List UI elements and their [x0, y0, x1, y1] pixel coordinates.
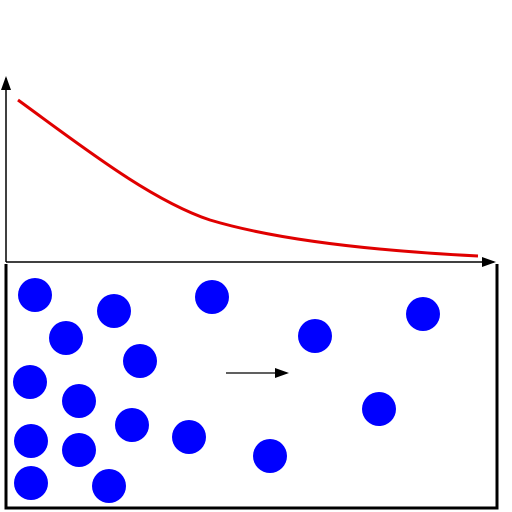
particle	[49, 321, 83, 355]
particle	[14, 466, 48, 500]
particle	[172, 420, 206, 454]
particle	[62, 384, 96, 418]
particle	[18, 278, 52, 312]
particle	[195, 280, 229, 314]
particle	[253, 439, 287, 473]
concentration-curve	[17, 98, 479, 258]
particle	[123, 344, 157, 378]
particle	[362, 392, 396, 426]
particles	[13, 278, 440, 503]
particle	[298, 319, 332, 353]
particle	[97, 294, 131, 328]
particle	[13, 365, 47, 399]
container-box	[4, 264, 499, 510]
particle	[62, 433, 96, 467]
graph-axes	[0, 76, 496, 267]
particle	[406, 297, 440, 331]
particle	[115, 408, 149, 442]
particle	[92, 469, 126, 503]
particle	[14, 424, 48, 458]
